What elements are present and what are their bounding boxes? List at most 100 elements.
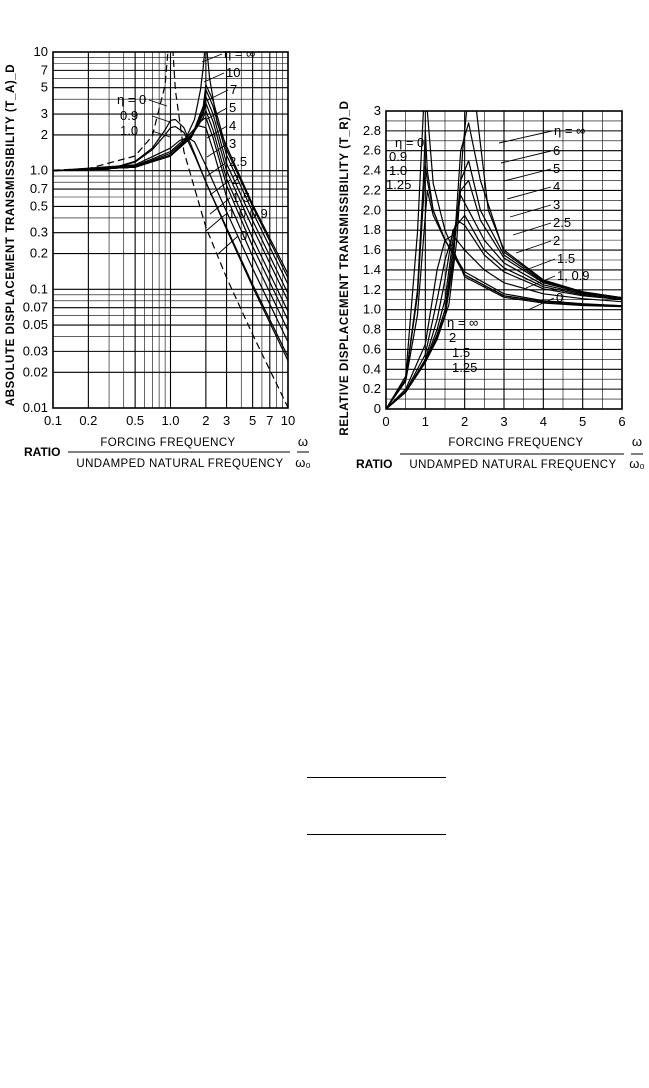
chart1-series-label: 1.5 <box>232 190 250 205</box>
chart2-series-label: 4 <box>553 179 560 194</box>
x-tick-label: 0.1 <box>44 413 62 428</box>
figure: 0.1 0.2 0.5 1.0 2 3 5 7 10 0.01 0.02 0.03 0.05 0.07 0… <box>5 44 645 471</box>
chart2-series-label-left: 0.9 <box>389 149 407 164</box>
chart2-series-label-lower: η = ∞ <box>447 315 478 330</box>
series-line-eta-2 <box>53 124 288 331</box>
chart1-series-leader <box>201 53 223 63</box>
x-tick-label: 0.2 <box>79 413 97 428</box>
chart2-x-label-prefix: RATIO <box>356 457 392 471</box>
chart1-series-label: 2.5 <box>229 154 247 169</box>
chart2-x-ratio-denominator: ω₀ <box>629 456 645 471</box>
chart1-series-leader <box>217 235 239 255</box>
chart2-series-leader <box>522 258 556 272</box>
y-tick-label: 0.2 <box>30 246 48 261</box>
y-tick-label: 10 <box>34 44 48 59</box>
x-tick-label: 7 <box>266 413 273 428</box>
series-line-eta-2.5 <box>386 214 622 409</box>
y-tick-label: 0.8 <box>363 322 381 337</box>
chart2-series-label: 2.5 <box>553 215 571 230</box>
chart2-series-leader <box>500 150 552 164</box>
y-tick-label: 0.6 <box>363 341 381 356</box>
series-line-eta-∞ <box>53 52 288 275</box>
y-tick-label: 2 <box>41 127 48 142</box>
y-tick-label: 0.07 <box>23 300 48 315</box>
y-tick-label: 5 <box>41 80 48 95</box>
chart2-curves <box>386 111 622 409</box>
chart1-series-leader <box>151 115 171 123</box>
y-tick-label: 0.3 <box>30 225 48 240</box>
x-tick-label: 4 <box>540 414 547 429</box>
chart2-x-label-denominator: UNDAMPED NATURAL FREQUENCY <box>409 459 616 471</box>
y-tick-label: 0.2 <box>363 381 381 396</box>
series-line-eta-2 <box>386 219 622 409</box>
chart2-series-label-lower: 1.5 <box>452 345 470 360</box>
chart2-series-label: η = ∞ <box>554 123 585 138</box>
y-tick-label: 2.0 <box>363 202 381 217</box>
chart2-y-axis-label: RELATIVE DISPLACEMENT TRANSMISSIBILITY (… <box>339 100 351 435</box>
series-line-eta-1.5 <box>386 234 622 409</box>
chart1-series-label: 2 <box>232 172 239 187</box>
chart1-x-ratio-numerator: ω <box>298 434 308 449</box>
chart1-x-label-denominator: UNDAMPED NATURAL FREQUENCY <box>76 458 283 470</box>
chart2-series-leader <box>506 186 552 200</box>
chart1-series-label: 4 <box>229 118 236 133</box>
chart1-x-ratio-denominator: ω₀ <box>295 455 311 470</box>
chart2-series-leader <box>515 240 552 254</box>
y-tick-label: 1.0 <box>363 302 381 317</box>
chart1-x-label-numerator: FORCING FREQUENCY <box>100 437 235 449</box>
chart2-x-label-numerator: FORCING FREQUENCY <box>448 437 583 449</box>
chart1-frame <box>52 51 289 409</box>
chart-absolute-transmissibility: 0.1 0.2 0.5 1.0 2 3 5 7 10 0.01 0.02 0.03 0.05 0.07 0… <box>5 44 311 470</box>
chart1-series-leader <box>206 107 228 120</box>
series-line-eta-0 <box>53 52 288 408</box>
chart1-series-label: 1.0,0.9 <box>228 206 268 221</box>
chart2-series-label: 1.5 <box>557 251 575 266</box>
chart2-y-tick-labels: 0 0.2 0.4 0.6 0.8 1.0 1.2 1.4 1.6 1.8 2.0 2.2 2.4 2.6… <box>363 103 381 416</box>
series-line-eta-1.0 <box>386 165 622 409</box>
y-tick-label: 3 <box>41 106 48 121</box>
chart1-series-leader <box>151 130 171 138</box>
y-tick-label: 2.4 <box>363 163 381 178</box>
chart1-series-labels: η = ∞ 10 7 5 4 3 2.5 2 1.51.0,0.9 0 η = 00.91.0 <box>117 46 268 255</box>
x-tick-label: 10 <box>281 413 295 428</box>
y-tick-label: 0.7 <box>30 181 48 196</box>
y-tick-label: 0.05 <box>23 317 48 332</box>
chart1-grid <box>52 51 289 409</box>
chart1-curves <box>53 52 288 408</box>
horizontal-rule-bottom <box>307 834 446 835</box>
chart1-series-leader <box>209 179 231 196</box>
chart2-x-tick-labels: 0 1 2 3 4 5 6 <box>382 414 625 429</box>
x-tick-label: 0.5 <box>126 413 144 428</box>
x-tick-label: 3 <box>223 413 230 428</box>
chart1-series-label-left: η = 0 <box>117 92 146 107</box>
y-tick-label: 1.8 <box>363 222 381 237</box>
chart2-series-leader <box>527 297 555 311</box>
x-tick-label: 0 <box>382 414 389 429</box>
chart1-series-leader <box>209 197 231 215</box>
horizontal-rule-top <box>307 777 446 778</box>
chart2-series-leader <box>525 275 556 289</box>
y-tick-label: 0.03 <box>23 343 48 358</box>
chart1-series-label: 0 <box>240 228 247 243</box>
chart2-series-leader <box>503 168 552 182</box>
chart1-series-label-left: 1.0 <box>120 123 138 138</box>
y-tick-label: 2.8 <box>363 123 381 138</box>
series-line-eta-1.5 <box>53 137 288 343</box>
series-line-eta-1.25 <box>386 189 622 409</box>
chart1-series-leader <box>205 213 227 232</box>
chart1-series-label: η = ∞ <box>224 46 255 61</box>
chart2-series-leader <box>498 130 553 144</box>
chart2-series-leader <box>509 204 552 218</box>
y-tick-label: 2.6 <box>363 143 381 158</box>
chart2-series-label: 0 <box>556 290 563 305</box>
y-tick-label: 0 <box>374 401 381 416</box>
x-tick-label: 5 <box>579 414 586 429</box>
chart1-x-label-prefix: RATIO <box>24 445 60 459</box>
y-tick-label: 0.01 <box>23 400 48 415</box>
chart2-x-ratio-numerator: ω <box>632 434 642 449</box>
chart1-series-label: 10 <box>226 65 240 80</box>
series-line-eta-0.9 <box>53 118 288 362</box>
y-tick-label: 0.02 <box>23 364 48 379</box>
chart1-x-tick-labels: 0.1 0.2 0.5 1.0 2 3 5 7 10 <box>44 413 295 428</box>
